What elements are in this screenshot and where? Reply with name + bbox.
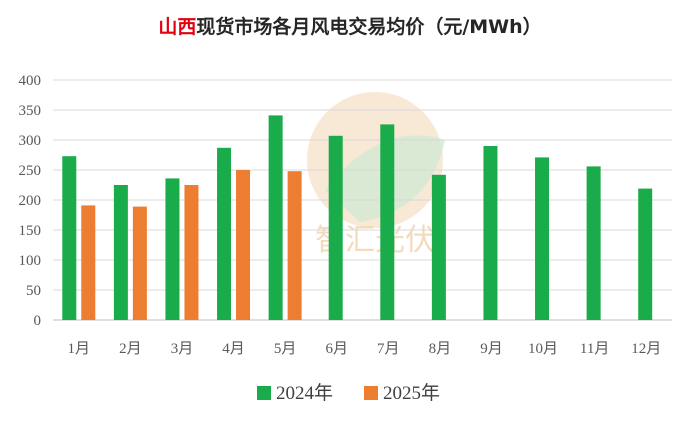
- legend-label: 2025年: [383, 382, 440, 404]
- y-tick-label: 250: [19, 163, 42, 179]
- x-tick-label: 5月: [274, 341, 297, 357]
- x-tick-label: 6月: [325, 341, 348, 357]
- bar-2024年-11月: [586, 166, 601, 320]
- bar-2024年-5月: [268, 115, 283, 321]
- bar-2024年-6月: [328, 135, 343, 320]
- bar-2025年-1月: [81, 205, 96, 320]
- x-tick-label: 8月: [429, 341, 452, 357]
- y-tick-label: 200: [19, 193, 42, 209]
- y-tick-label: 50: [26, 283, 41, 299]
- x-tick-label: 9月: [480, 341, 503, 357]
- chart-title-rest: 现货市场各月风电交易均价（元/MWh）: [196, 16, 542, 38]
- bar-2025年-4月: [236, 170, 251, 320]
- y-tick-label: 0: [34, 313, 42, 329]
- bar-2024年-4月: [217, 147, 232, 320]
- y-tick-label: 100: [19, 253, 42, 269]
- x-tick-label: 11月: [580, 341, 609, 357]
- bar-2025年-2月: [132, 206, 147, 320]
- y-tick-label: 400: [19, 73, 42, 89]
- x-tick-label: 10月: [528, 341, 558, 357]
- legend-label: 2024年: [276, 382, 333, 404]
- chart-title: 山西现货市场各月风电交易均价（元/MWh）: [0, 12, 700, 39]
- bar-2025年-3月: [184, 185, 199, 320]
- bar-2024年-10月: [535, 157, 550, 320]
- y-tick-label: 350: [19, 103, 42, 119]
- x-tick-label: 7月: [377, 341, 400, 357]
- x-tick-label: 12月: [631, 341, 661, 357]
- x-axis-ticks: 1月 2月 3月 4月 5月 6月 7月 8月 9月 10月 11月 12月: [68, 341, 662, 357]
- bar-2024年-3月: [165, 178, 180, 320]
- grid-lines: [53, 79, 672, 321]
- bar-2025年-5月: [287, 171, 302, 320]
- watermark-logo: 智汇光伏: [307, 92, 445, 258]
- x-tick-label: 4月: [222, 341, 245, 357]
- x-tick-label: 3月: [171, 341, 194, 357]
- y-axis-ticks: 0 50 100 150 200 250 300 350 400: [19, 73, 42, 329]
- y-tick-label: 300: [19, 133, 42, 149]
- bar-2024年-1月: [62, 156, 77, 320]
- legend: 2024年 2025年: [257, 382, 440, 404]
- y-tick-label: 150: [19, 223, 42, 239]
- bar-2024年-2月: [113, 185, 128, 320]
- bar-2024年-9月: [483, 146, 498, 320]
- bar-2024年-12月: [638, 188, 653, 320]
- bar-2024年-8月: [431, 174, 446, 320]
- x-tick-label: 2月: [119, 341, 142, 357]
- bar-2024年-7月: [380, 124, 395, 321]
- x-tick-label: 1月: [68, 341, 91, 357]
- legend-swatch-2024年: [257, 386, 271, 400]
- chart-title-highlight: 山西: [158, 16, 197, 38]
- legend-swatch-2025年: [364, 386, 378, 400]
- bars: [62, 115, 653, 321]
